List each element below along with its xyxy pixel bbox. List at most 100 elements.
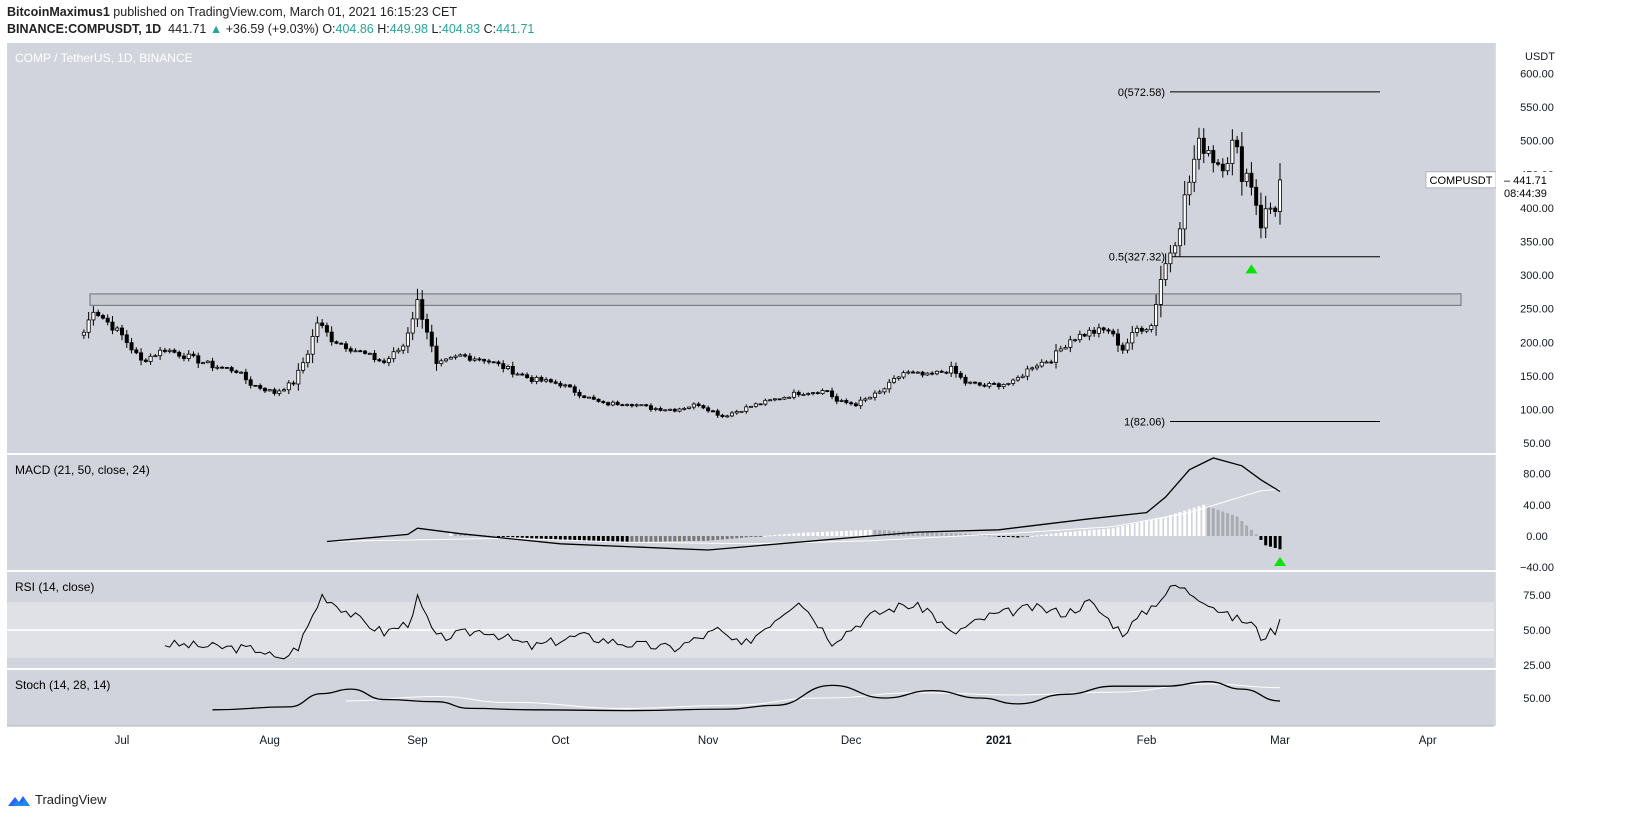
- macd-histogram-bar: [1145, 520, 1149, 536]
- candle-down: [953, 365, 958, 374]
- macd-histogram-bar: [759, 536, 763, 537]
- candle-down: [944, 371, 949, 374]
- candle-down: [963, 376, 968, 384]
- candle-up: [868, 396, 873, 400]
- candle-down: [525, 374, 530, 378]
- macd-histogram-bar: [701, 536, 705, 541]
- macd-histogram-bar: [906, 531, 910, 536]
- candle-up: [1125, 342, 1130, 351]
- time-tick-label: Sep: [407, 735, 427, 747]
- ohlc-line: BINANCE:COMPUSDT, 1D 441.71 ▲ +36.59 (+9…: [7, 22, 534, 36]
- macd-histogram-bar: [1164, 516, 1168, 536]
- candle-up: [534, 376, 539, 382]
- candle-down: [720, 414, 725, 417]
- candle-up: [901, 372, 906, 378]
- candle-down: [1120, 344, 1125, 351]
- macd-histogram-bar: [1030, 535, 1034, 537]
- candle-down: [496, 361, 501, 365]
- candle-down: [758, 403, 763, 406]
- time-tick-label: 2021: [986, 735, 1012, 747]
- candle-up: [367, 352, 372, 355]
- candle-down: [777, 398, 782, 401]
- candle-up: [86, 319, 91, 333]
- macd-histogram-bar: [754, 536, 758, 537]
- candle-up: [296, 369, 301, 385]
- candle-up: [91, 311, 96, 321]
- price-tick-label: 50.00: [1523, 438, 1551, 450]
- candle-down: [358, 350, 363, 353]
- candle-down: [1106, 329, 1111, 332]
- macd-histogram-bar: [616, 536, 620, 542]
- time-tick-label: Oct: [551, 735, 570, 747]
- candle-down: [181, 355, 186, 359]
- macd-histogram-bar: [1278, 536, 1282, 550]
- candle-down: [1216, 162, 1221, 165]
- macd-histogram-bar: [916, 531, 920, 536]
- low-value: 404.83: [441, 22, 481, 36]
- candle-up: [872, 392, 877, 398]
- macd-histogram-bar: [549, 536, 553, 540]
- price-change: +36.59 (+9.03%): [225, 22, 319, 36]
- stoch-tick-label: 50.00: [1523, 693, 1551, 705]
- macd-histogram-bar: [887, 530, 891, 536]
- author-name[interactable]: BitcoinMaximus1: [7, 5, 110, 19]
- macd-histogram-bar: [516, 536, 520, 538]
- candle-down: [911, 371, 916, 374]
- candle-up: [1077, 333, 1082, 341]
- candle-up: [739, 410, 744, 413]
- candle-down: [363, 350, 368, 354]
- brand-label[interactable]: TradingView: [35, 792, 107, 807]
- macd-histogram-bar: [720, 536, 724, 540]
- candle-up: [1177, 228, 1182, 247]
- macd-histogram-bar: [1216, 509, 1220, 536]
- candle-up: [386, 358, 391, 363]
- candle-down: [615, 401, 620, 406]
- candle-down: [177, 351, 182, 357]
- candle-up: [444, 358, 449, 362]
- candle-up: [1087, 329, 1092, 337]
- macd-histogram-bar: [454, 533, 458, 536]
- candle-down: [382, 360, 387, 363]
- candle-up: [1182, 194, 1187, 230]
- macd-histogram-bar: [949, 533, 953, 536]
- macd-histogram-bar: [644, 536, 648, 542]
- candle-down: [1239, 146, 1244, 182]
- candle-down: [996, 383, 1001, 388]
- macd-histogram-bar: [530, 536, 534, 539]
- candle-up: [148, 355, 153, 362]
- candle-down: [558, 382, 563, 387]
- macd-histogram-bar: [782, 534, 786, 536]
- candle-up: [763, 399, 768, 405]
- candle-down: [229, 367, 234, 372]
- macd-histogram-bar: [611, 536, 615, 542]
- macd-histogram-bar: [535, 536, 539, 539]
- candle-down: [577, 391, 582, 397]
- candle-up: [505, 366, 510, 369]
- macd-histogram-bar: [1106, 528, 1110, 536]
- macd-histogram-bar: [821, 531, 825, 536]
- macd-histogram-bar: [763, 535, 767, 537]
- candle-down: [815, 392, 820, 395]
- candle-up: [1073, 339, 1078, 342]
- macd-histogram-bar: [878, 530, 882, 536]
- candle-up: [201, 362, 206, 365]
- candle-down: [110, 321, 115, 331]
- candle-down: [467, 355, 472, 361]
- candle-up: [305, 353, 310, 364]
- macd-histogram-bar: [987, 535, 991, 537]
- macd-histogram-bar: [1068, 531, 1072, 536]
- macd-histogram-bar: [1097, 529, 1101, 536]
- price-tick-label: 250.00: [1520, 304, 1554, 316]
- candle-down: [596, 398, 601, 402]
- fib-level-label: 0(572.58): [1118, 87, 1165, 99]
- macd-histogram-bar: [873, 529, 877, 536]
- macd-histogram-bar: [711, 536, 715, 541]
- candle-up: [167, 349, 172, 352]
- candle-down: [210, 360, 215, 369]
- macd-histogram-bar: [997, 536, 1001, 537]
- candle-down: [429, 331, 434, 347]
- candle-up: [820, 390, 825, 395]
- macd-histogram-bar: [539, 536, 543, 539]
- candle-down: [1220, 163, 1225, 172]
